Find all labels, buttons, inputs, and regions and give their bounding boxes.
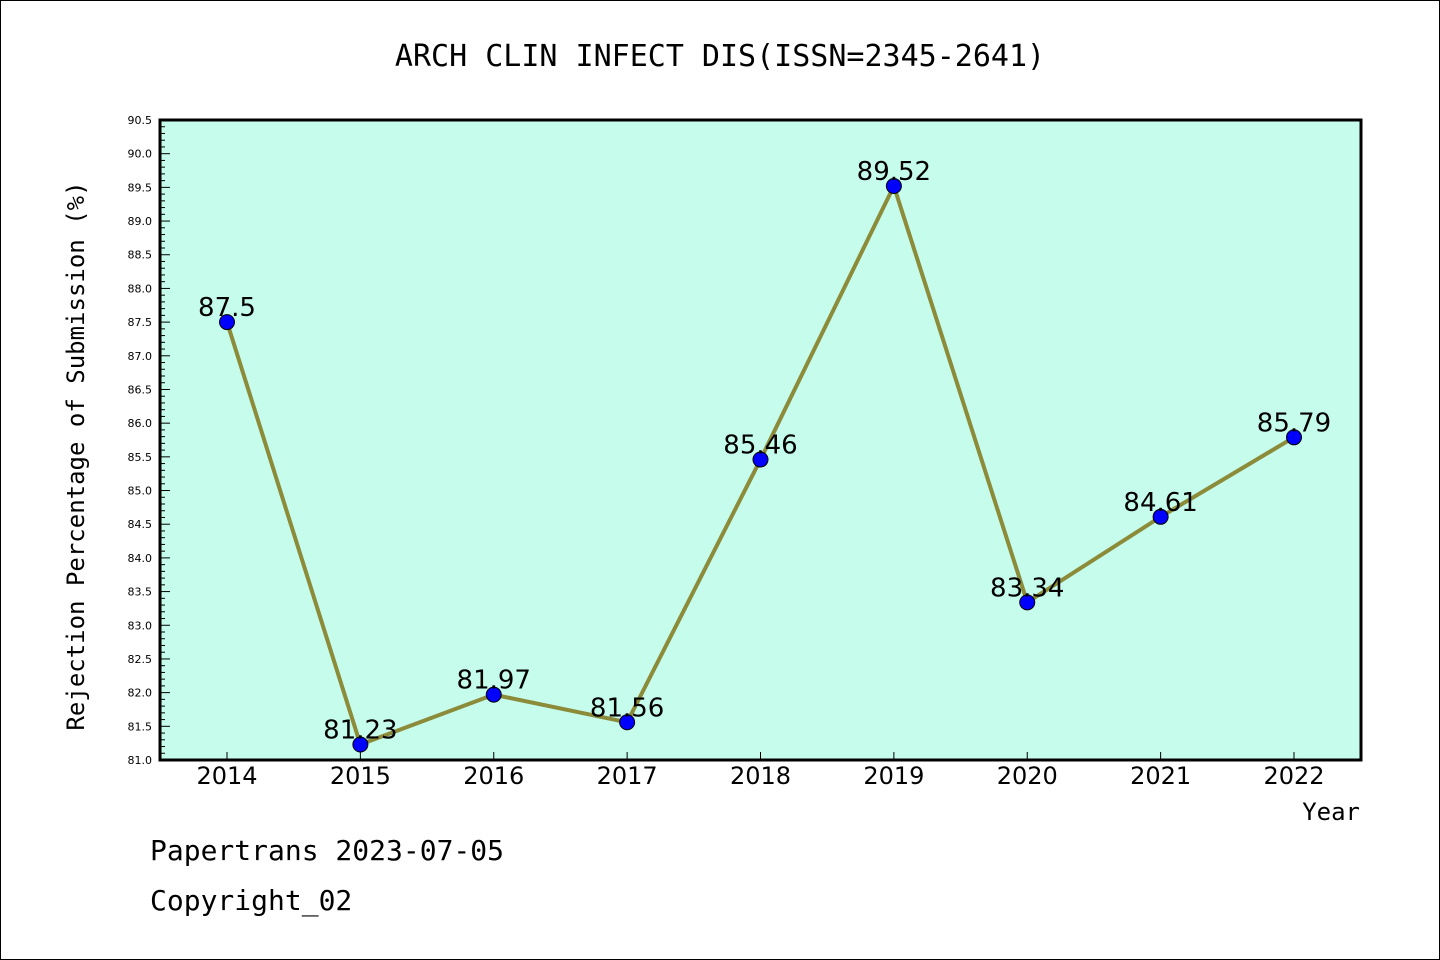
data-point-marker (885, 178, 902, 195)
y-axis-label: Rejection Percentage of Submission (%) (62, 181, 90, 730)
data-point-marker (1286, 429, 1302, 446)
y-tick-label: 87.5 (128, 316, 153, 329)
data-point-marker (1152, 508, 1169, 525)
copyright-text: Copyright_02 (150, 884, 353, 917)
y-tick-label: 88.5 (128, 249, 153, 262)
x-tick-label: 2016 (463, 762, 524, 790)
y-tick-label: 84.5 (128, 518, 153, 531)
x-tick-label: 2021 (1130, 762, 1191, 790)
x-tick-label: 2014 (196, 762, 257, 790)
y-tick-label: 84.0 (128, 552, 153, 565)
y-tick-label: 85.0 (128, 485, 153, 498)
y-tick-label: 85.5 (128, 451, 153, 464)
y-tick-label: 86.0 (128, 417, 153, 430)
x-tick-label: 2019 (863, 762, 924, 790)
data-label: 84.61 (1123, 488, 1197, 518)
data-label: 81.23 (323, 716, 397, 746)
data-label: 87.5 (198, 293, 256, 323)
data-point-marker (752, 451, 769, 468)
y-tick-label: 82.5 (128, 653, 153, 666)
y-tick-label: 90.5 (128, 114, 153, 127)
x-axis-ticks: 2014 2015 2016 2017 2018 2019 2020 2021 2022 (196, 752, 1325, 790)
series-line-group (219, 178, 1302, 753)
data-label: 81.56 (590, 693, 664, 723)
data-label: 85.46 (723, 431, 797, 461)
y-tick-label: 81.5 (128, 720, 153, 733)
data-label: 81.97 (457, 666, 531, 696)
y-tick-label: 90.0 (128, 148, 153, 161)
x-axis-label: Year (1302, 798, 1360, 826)
chart-title: ARCH CLIN INFECT DIS(ISSN=2345-2641) (395, 39, 1045, 74)
data-point-marker (1019, 594, 1036, 611)
x-tick-label: 2015 (330, 762, 391, 790)
data-point-marker (352, 736, 369, 753)
y-tick-label: 87.0 (128, 350, 153, 363)
y-axis-ticks: 81.0 81.5 82.0 82.5 83.0 83.5 84.0 84.5 85.0 85.5… (128, 114, 170, 767)
y-tick-label: 83.0 (128, 619, 153, 632)
data-label: 83.34 (990, 573, 1064, 603)
y-tick-label: 82.0 (128, 687, 153, 700)
data-labels: 87.5 81.23 81.97 81.56 85.46 89.52 83.34 84.61 8… (198, 157, 1331, 745)
y-tick-label: 89.0 (128, 215, 153, 228)
y-tick-label: 88.0 (128, 282, 153, 295)
y-tick-label: 83.5 (128, 586, 153, 599)
plot-area (158, 118, 1363, 762)
x-tick-label: 2022 (1263, 762, 1324, 790)
y-tick-label: 89.5 (128, 181, 153, 194)
data-point-marker (485, 686, 502, 703)
x-tick-label: 2018 (730, 762, 791, 790)
x-tick-label: 2020 (997, 762, 1058, 790)
data-label: 89.52 (857, 157, 931, 187)
x-tick-label: 2017 (597, 762, 658, 790)
source-text: Papertrans 2023-07-05 (150, 834, 505, 867)
y-tick-label: 86.5 (128, 383, 153, 396)
data-point-marker (619, 714, 636, 731)
y-tick-label: 81.0 (128, 754, 153, 767)
data-point-marker (219, 314, 235, 331)
data-label: 85.79 (1257, 408, 1331, 438)
